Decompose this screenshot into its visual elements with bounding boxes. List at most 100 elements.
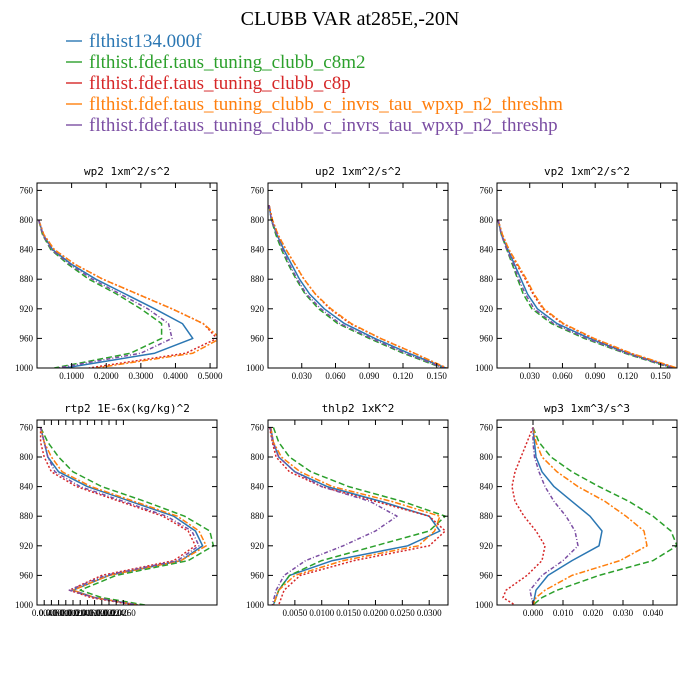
y-tick-label: 960 <box>480 333 494 343</box>
legend-entry-5: flthist.fdef.taus_tuning_clubb_c_invrs_t… <box>89 115 558 136</box>
x-tick-label: 0.0140 <box>68 608 93 618</box>
series-line-5 <box>268 205 444 368</box>
y-tick-label: 920 <box>251 304 265 314</box>
plot-frame <box>36 182 218 369</box>
series-line-4 <box>268 205 448 368</box>
y-tick-label: 920 <box>480 304 494 314</box>
legend: flthist134.000fflthist.fdef.taus_tuning_… <box>66 31 563 136</box>
y-tick-label: 760 <box>251 185 265 195</box>
legend-entry-2: flthist.fdef.taus_tuning_clubb_c8m2 <box>89 52 366 73</box>
x-tick-label: 0.060 <box>325 371 346 381</box>
panel-title: up2 1xm^2/s^2 <box>315 165 401 178</box>
plot-frame <box>267 419 449 606</box>
x-tick-label: 0.4000 <box>163 371 188 381</box>
y-tick-label: 760 <box>480 422 494 432</box>
x-tick-label: 0.030 <box>292 371 313 381</box>
panel-title: wp3 1xm^3/s^3 <box>544 402 630 415</box>
series-line-4 <box>39 427 207 605</box>
y-tick-label: 960 <box>251 570 265 580</box>
y-tick-label: 880 <box>20 274 34 284</box>
y-tick-label: 840 <box>251 245 265 255</box>
series-line-5 <box>529 427 579 605</box>
series-line-4 <box>497 219 677 368</box>
y-tick-label: 840 <box>251 482 265 492</box>
y-tick-label: 920 <box>20 541 34 551</box>
x-tick-label: 0.0040 <box>32 608 57 618</box>
x-tick-label: 0.0100 <box>309 608 334 618</box>
y-tick-label: 920 <box>251 541 265 551</box>
y-tick-label: 1000 <box>246 600 265 610</box>
y-tick-label: 840 <box>480 245 494 255</box>
series-group <box>497 219 677 368</box>
x-tick-label: 0.0160 <box>75 608 100 618</box>
series-line-3 <box>37 219 217 368</box>
y-tick-label: 960 <box>480 570 494 580</box>
x-tick-label: 0.030 <box>613 608 634 618</box>
series-line-2 <box>268 205 443 368</box>
x-tick-label: 0.0240 <box>104 608 129 618</box>
y-tick-label: 800 <box>480 452 494 462</box>
series-line-5 <box>37 219 173 368</box>
legend-entry-3: flthist.fdef.taus_tuning_clubb_c8p <box>89 73 351 94</box>
x-tick-label: 0.010 <box>553 608 574 618</box>
series-line-4 <box>37 219 217 368</box>
x-tick-label: 0.090 <box>585 371 606 381</box>
x-tick-label: 0.0220 <box>97 608 122 618</box>
series-line-5 <box>39 427 200 605</box>
x-tick-label: 0.040 <box>643 608 664 618</box>
series-line-5 <box>269 427 398 605</box>
series-group <box>268 205 448 368</box>
y-tick-label: 1000 <box>15 363 34 373</box>
y-tick-label: 800 <box>251 452 265 462</box>
panel-title: rtp2 1E-6x(kg/kg)^2 <box>64 402 190 415</box>
series-line-3 <box>268 427 447 605</box>
series-line-1 <box>268 205 447 368</box>
y-tick-label: 960 <box>251 333 265 343</box>
x-tick-label: 0.150 <box>651 371 672 381</box>
x-tick-label: 0.060 <box>552 371 573 381</box>
series-group <box>37 219 217 368</box>
x-tick-label: 0.150 <box>427 371 448 381</box>
panel-title: vp2 1xm^2/s^2 <box>544 165 630 178</box>
panel-6: wp3 1xm^3/s^3 1000 960 920 880 840 800 760 0.000… <box>475 402 678 618</box>
y-tick-label: 800 <box>20 452 34 462</box>
x-tick-label: 0.020 <box>583 608 604 618</box>
y-tick-label: 760 <box>480 185 494 195</box>
y-tick-label: 1000 <box>15 600 34 610</box>
series-line-2 <box>39 427 215 605</box>
y-tick-label: 880 <box>251 274 265 284</box>
y-tick-label: 800 <box>20 215 34 225</box>
x-tick-label: 0.0200 <box>363 608 388 618</box>
series-line-1 <box>269 427 441 605</box>
series-line-3 <box>502 427 546 605</box>
x-tick-label: 0.0100 <box>53 608 78 618</box>
series-line-1 <box>532 427 603 605</box>
y-tick-label: 1000 <box>246 363 265 373</box>
y-tick-label: 760 <box>251 422 265 432</box>
x-tick-label: 0.030 <box>520 371 541 381</box>
panel-title: thlp2 1xK^2 <box>322 402 395 415</box>
series-group <box>268 427 447 605</box>
x-tick-label: 0.1000 <box>59 371 84 381</box>
x-tick-label: 0.120 <box>618 371 639 381</box>
series-group <box>39 427 215 605</box>
plot-frame <box>36 419 218 606</box>
x-tick-label: 0.0180 <box>82 608 107 618</box>
x-tick-label: 0.000 <box>523 608 544 618</box>
y-tick-label: 960 <box>20 333 34 343</box>
x-tick-label: 0.090 <box>359 371 380 381</box>
plot-frame <box>267 182 449 369</box>
series-line-5 <box>497 219 673 368</box>
legend-entry-1: flthist134.000f <box>89 31 202 52</box>
y-tick-label: 840 <box>20 482 34 492</box>
series-line-3 <box>268 205 447 368</box>
x-tick-label: 0.5000 <box>198 371 223 381</box>
series-line-2 <box>37 219 163 368</box>
y-tick-label: 800 <box>251 215 265 225</box>
series-group <box>502 427 677 605</box>
series-line-2 <box>532 427 677 605</box>
y-tick-label: 920 <box>480 541 494 551</box>
series-line-4 <box>269 427 441 605</box>
